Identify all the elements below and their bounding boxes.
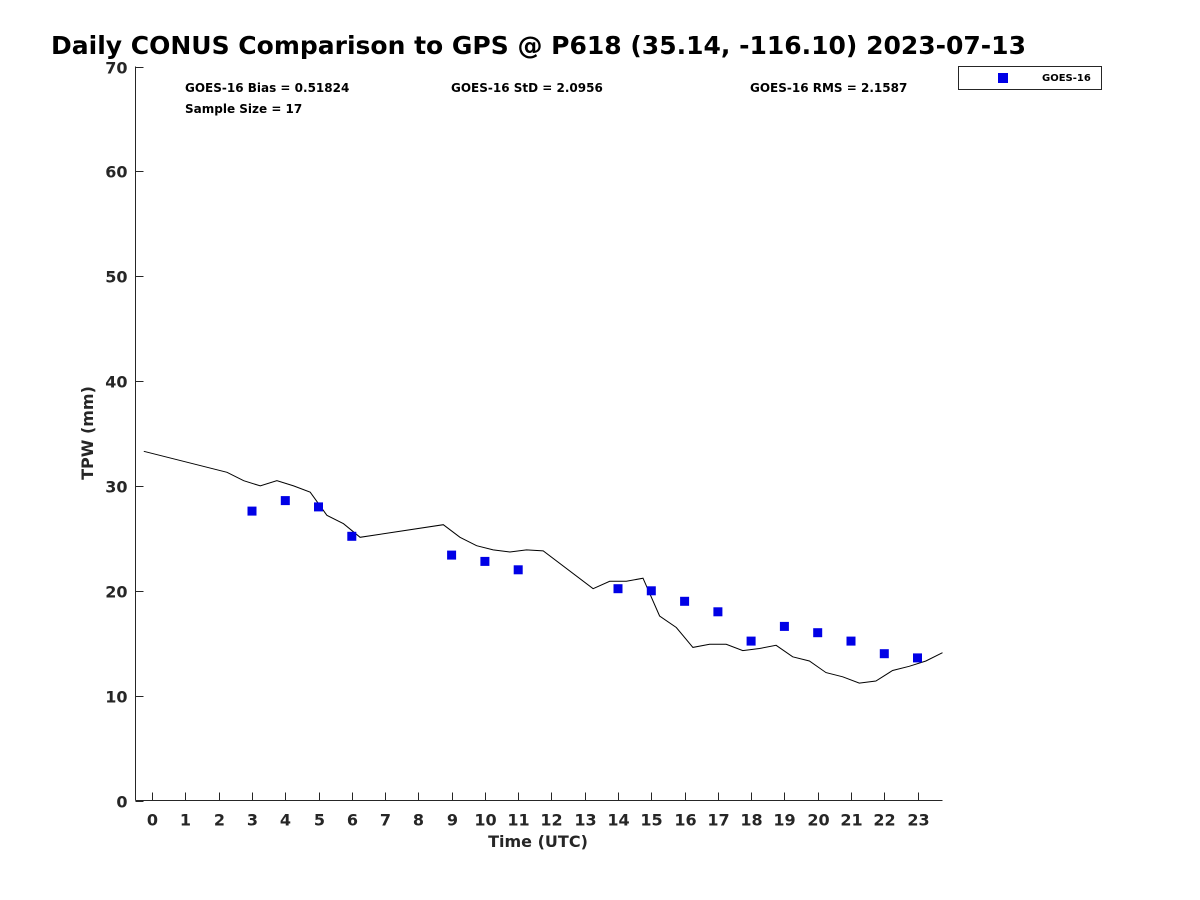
x-tick-label: 5 [314,811,325,830]
axes [135,66,943,801]
rms-annotation: GOES-16 RMS = 2.1587 [750,81,907,95]
goes16-point [846,636,856,646]
x-tick-label: 1 [180,811,191,830]
bias-annotation: GOES-16 Bias = 0.51824 [185,81,349,95]
x-tick-label: 14 [607,811,629,830]
x-tick-label: 21 [840,811,862,830]
x-tick-label: 23 [907,811,929,830]
y-tick-label: 60 [105,163,127,182]
goes16-point [879,649,889,659]
x-tick-label: 2 [214,811,225,830]
x-tick-label: 4 [280,811,291,830]
goes16-point [613,584,623,594]
std-annotation: GOES-16 StD = 2.0956 [451,81,603,95]
sample-size-annotation: Sample Size = 17 [185,102,302,116]
legend-marker-goes16 [998,73,1008,83]
y-tick-label: 70 [105,59,127,78]
x-tick-label: 17 [707,811,729,830]
x-tick-label: 19 [773,811,795,830]
x-tick-label: 13 [574,811,596,830]
goes16-point [347,531,357,541]
x-tick-label: 0 [147,811,158,830]
goes16-point [746,636,756,646]
x-tick-label: 10 [474,811,496,830]
x-tick-label: 8 [413,811,424,830]
x-tick-label: 9 [447,811,458,830]
gps-tpw-line [143,450,943,684]
y-tick-label: 40 [105,373,127,392]
legend: GOES-16 [958,66,1102,90]
y-tick-label: 20 [105,583,127,602]
goes16-point [680,596,690,606]
x-tick-label: 6 [347,811,358,830]
legend-label-goes16: GOES-16 [1042,73,1091,84]
y-tick-label: 10 [105,688,127,707]
x-tick-label: 22 [873,811,895,830]
x-tick-label: 20 [807,811,829,830]
goes16-point [480,556,490,566]
x-tick-label: 12 [540,811,562,830]
chart-title: Daily CONUS Comparison to GPS @ P618 (35… [51,31,1026,60]
x-tick-label: 15 [640,811,662,830]
x-tick-label: 11 [507,811,529,830]
legend-box [958,66,1102,90]
goes16-point [813,628,823,638]
x-tick-label: 16 [674,811,696,830]
goes16-point [513,565,523,575]
goes16-point [247,506,257,516]
y-tick-label: 30 [105,478,127,497]
plot-area [143,450,943,684]
goes16-point [779,621,789,631]
goes16-point [913,653,922,663]
x-ticks: 0 1 2 3 4 5 6 7 8 9 10 11 12 13 14 15 16 17 18 19 20 21 22 23 [147,792,930,830]
goes16-point [280,496,290,506]
y-tick-label: 50 [105,268,127,287]
y-tick-label: 0 [116,793,127,812]
x-axis-label: Time (UTC) [488,832,588,851]
x-tick-label: 3 [247,811,258,830]
goes16-point [646,586,656,596]
goes16-point [314,502,323,512]
x-tick-label: 18 [740,811,762,830]
x-tick-label: 7 [380,811,391,830]
goes16-point [447,550,457,560]
y-ticks: 0 10 20 30 40 50 60 70 [105,59,144,812]
y-axis-label: TPW (mm) [78,386,97,480]
goes16-point [713,607,723,617]
